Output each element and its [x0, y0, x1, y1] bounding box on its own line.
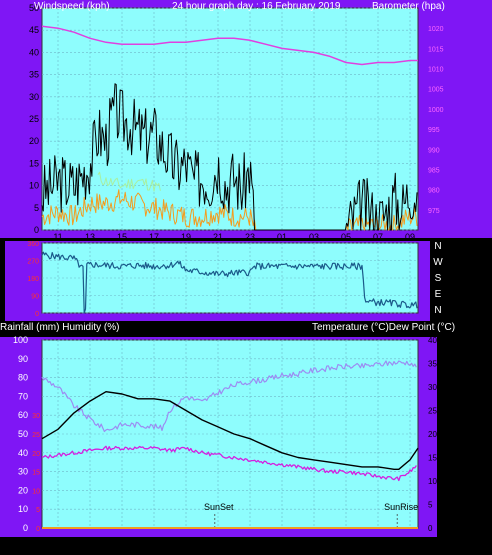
- wind-y-tick: 35: [29, 70, 39, 80]
- temperature-y-tick: 10: [428, 477, 437, 486]
- wind-direction-average-line: [97, 171, 161, 192]
- compass-letter: E: [435, 289, 442, 300]
- temp-x-tick: 15: [117, 537, 127, 547]
- compass-letter: N: [434, 241, 441, 252]
- rainfall-y-tick: 15: [32, 470, 40, 477]
- wind-x-tick: 01: [277, 232, 287, 242]
- temp-x-tick: 19: [181, 537, 191, 547]
- temp-x-tick: 05: [341, 537, 351, 547]
- barometer-y-tick: 980: [428, 188, 440, 195]
- wind-y-tick: 40: [29, 47, 39, 57]
- temperature-y-tick: 20: [428, 430, 437, 439]
- wind-x-tick: 19: [181, 232, 191, 242]
- wind-x-tick: 21: [213, 232, 223, 242]
- temp-x-tick: 23: [245, 537, 255, 547]
- wind-x-tick: 07: [373, 232, 383, 242]
- compass-letter: S: [435, 273, 442, 284]
- humidity-y-tick: 100: [13, 335, 28, 345]
- direction-y-tick: 270: [27, 259, 39, 266]
- barometer-y-tick: 990: [428, 147, 440, 154]
- wind-y-tick: 50: [29, 3, 39, 13]
- temperature-y-tick: 40: [428, 336, 437, 345]
- wind-y-tick: 0: [34, 225, 39, 235]
- chart-title: 24 hour graph day : 16 February 2019: [172, 1, 341, 12]
- temperature-dewpoint-axis-label: Temperature (°C)Dew Point (°C): [312, 322, 455, 333]
- rainfall-y-tick: 30: [32, 413, 40, 420]
- compass-letter: W: [433, 257, 443, 268]
- barometer-y-tick: 1015: [428, 46, 444, 53]
- temp-x-tick: 17: [149, 537, 159, 547]
- temperature-y-tick: 30: [428, 383, 437, 392]
- wind-y-tick: 10: [29, 181, 39, 191]
- temperature-y-tick: 25: [428, 407, 437, 416]
- humidity-y-tick: 90: [18, 354, 28, 364]
- wind-direction-line: [41, 251, 418, 314]
- barometer-y-tick: 1000: [428, 107, 444, 114]
- temp-x-tick: 03: [309, 537, 319, 547]
- compass-letter: N: [434, 305, 441, 316]
- direction-y-tick: 90: [31, 294, 39, 301]
- barometer-axis-label: Barometer (hpa): [372, 1, 445, 12]
- humidity-y-tick: 30: [18, 467, 28, 477]
- barometer-y-tick: 1020: [428, 26, 444, 33]
- humidity-y-tick: 10: [18, 504, 28, 514]
- humidity-y-tick: 40: [18, 448, 28, 458]
- direction-y-tick: 360: [27, 241, 39, 248]
- humidity-line: [41, 360, 417, 433]
- temperature-y-tick: 5: [428, 501, 433, 510]
- temp-x-tick: 09: [405, 537, 415, 547]
- barometer-y-tick: 995: [428, 127, 440, 134]
- temp-x-tick: 13: [85, 537, 95, 547]
- wind-x-tick: 05: [341, 232, 351, 242]
- sun-marker-label: SunSet: [204, 502, 234, 512]
- wind-x-tick: 17: [149, 232, 159, 242]
- wind-y-tick: 15: [29, 158, 39, 168]
- wind-y-tick: 5: [34, 203, 39, 213]
- direction-y-tick: 180: [27, 276, 39, 283]
- barometer-y-tick: 985: [428, 167, 440, 174]
- barometer-line: [41, 25, 418, 66]
- rainfall-y-tick: 10: [32, 488, 40, 495]
- humidity-y-tick: 60: [18, 410, 28, 420]
- temperature-line: [41, 391, 419, 470]
- temperature-y-tick: 0: [428, 524, 433, 533]
- humidity-y-tick: 80: [18, 373, 28, 383]
- rainfall-y-tick: 20: [32, 451, 40, 458]
- temp-x-tick: 21: [213, 537, 223, 547]
- wind-x-tick: 09: [405, 232, 415, 242]
- rainfall-y-tick: 0: [36, 526, 40, 533]
- temperature-y-tick: 15: [428, 454, 437, 463]
- wind-x-tick: 11: [53, 232, 62, 242]
- rainfall-y-tick: 25: [32, 432, 40, 439]
- temp-x-tick: 01: [277, 537, 287, 547]
- wind-x-tick: 23: [245, 232, 255, 242]
- humidity-y-tick: 20: [18, 485, 28, 495]
- humidity-y-tick: 70: [18, 391, 28, 401]
- humidity-y-tick: 0: [23, 523, 28, 533]
- rainfall-y-tick: 5: [36, 507, 40, 514]
- wind-y-tick: 45: [29, 25, 39, 35]
- wind-y-tick: 20: [29, 136, 39, 146]
- barometer-y-tick: 1010: [428, 67, 444, 74]
- temp-x-tick: 07: [373, 537, 383, 547]
- wind-y-tick: 30: [29, 92, 39, 102]
- temp-x-tick: 11: [53, 537, 62, 547]
- direction-y-tick: 0: [35, 311, 39, 318]
- dewpoint-line: [41, 445, 417, 482]
- sun-marker-label: SunRise: [384, 502, 418, 512]
- humidity-y-tick: 50: [18, 429, 28, 439]
- wind-x-tick: 15: [117, 232, 127, 242]
- wind-gust-line: [41, 83, 418, 231]
- wind-x-tick: 13: [85, 232, 95, 242]
- windspeed-axis-label: Windspeed (kph): [34, 1, 110, 12]
- rainfall-humidity-axis-label: Rainfall (mm) Humidity (%): [0, 322, 119, 333]
- barometer-y-tick: 975: [428, 208, 440, 215]
- temperature-y-tick: 35: [428, 360, 437, 369]
- wind-x-tick: 03: [309, 232, 319, 242]
- wind-y-tick: 25: [29, 114, 39, 124]
- barometer-y-tick: 1005: [428, 87, 444, 94]
- wind-average-line: [41, 189, 418, 231]
